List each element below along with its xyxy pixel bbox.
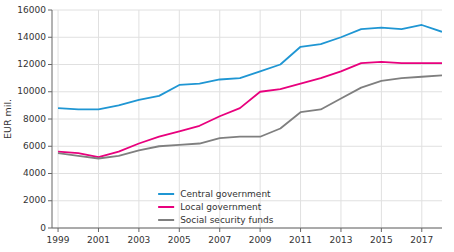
y-tick	[48, 37, 52, 38]
y-grid-line	[52, 119, 442, 120]
y-tick	[48, 10, 52, 11]
y-grid-line	[52, 64, 442, 65]
x-tick-label: 2009	[249, 235, 272, 245]
y-tick-label: 4000	[23, 168, 46, 178]
legend-label: Local government	[180, 202, 262, 212]
x-tick-label: 2007	[208, 235, 231, 245]
x-tick	[138, 228, 139, 232]
y-grid-line	[52, 10, 442, 11]
x-tick	[219, 228, 220, 232]
x-grid-line	[138, 10, 139, 228]
x-grid-line	[421, 10, 422, 228]
y-grid-line	[52, 173, 442, 174]
y-axis-label: EUR mil.	[2, 99, 13, 139]
series-line	[58, 25, 442, 109]
x-tick-label: 2017	[410, 235, 433, 245]
x-grid-line	[300, 10, 301, 228]
x-tick	[260, 228, 261, 232]
series-line	[58, 62, 442, 157]
x-tick-label: 2013	[330, 235, 353, 245]
y-axis-line	[52, 10, 53, 228]
x-tick	[98, 228, 99, 232]
legend-swatch	[158, 206, 174, 208]
y-tick	[48, 228, 52, 229]
x-grid-line	[381, 10, 382, 228]
y-tick	[48, 91, 52, 92]
x-tick-label: 2015	[370, 235, 393, 245]
y-grid-line	[52, 228, 442, 229]
y-tick-label: 8000	[23, 114, 46, 124]
x-tick	[340, 228, 341, 232]
x-grid-line	[58, 10, 59, 228]
legend: Central government Local government Social…	[158, 189, 274, 225]
legend-swatch	[158, 219, 174, 221]
series-line	[58, 75, 442, 158]
y-grid-line	[52, 146, 442, 147]
y-tick-label: 16000	[17, 5, 46, 15]
y-tick-label: 10000	[17, 86, 46, 96]
y-tick	[48, 64, 52, 65]
y-grid-line	[52, 91, 442, 92]
x-tick-label: 2003	[127, 235, 150, 245]
y-tick	[48, 146, 52, 147]
x-tick	[421, 228, 422, 232]
x-tick	[300, 228, 301, 232]
legend-swatch	[158, 193, 174, 195]
x-tick-label: 2011	[289, 235, 312, 245]
x-axis-line	[52, 228, 442, 229]
y-tick	[48, 119, 52, 120]
y-tick	[48, 200, 52, 201]
x-tick	[58, 228, 59, 232]
grid	[52, 10, 442, 228]
y-tick-label: 6000	[23, 141, 46, 151]
x-grid-line	[340, 10, 341, 228]
x-tick-label: 2001	[87, 235, 110, 245]
x-tick	[381, 228, 382, 232]
legend-label: Social security funds	[180, 215, 274, 225]
chart: 0 2000 4000 6000 8000 10000 12000 14000 16000 199…	[0, 0, 454, 252]
y-tick-label: 12000	[17, 59, 46, 69]
y-grid-line	[52, 37, 442, 38]
y-tick	[48, 173, 52, 174]
series-lines	[58, 25, 442, 159]
chart-container: 0 2000 4000 6000 8000 10000 12000 14000 16000 199…	[0, 0, 454, 252]
x-tick	[179, 228, 180, 232]
legend-label: Central government	[180, 189, 271, 199]
axes: 0 2000 4000 6000 8000 10000 12000 14000 16000 199…	[17, 5, 442, 246]
x-tick-label: 2005	[168, 235, 191, 245]
y-tick-label: 14000	[17, 32, 46, 42]
x-grid-line	[98, 10, 99, 228]
y-tick-label: 0	[40, 223, 46, 233]
y-tick-label: 2000	[23, 195, 46, 205]
x-tick-label: 1999	[47, 235, 70, 245]
